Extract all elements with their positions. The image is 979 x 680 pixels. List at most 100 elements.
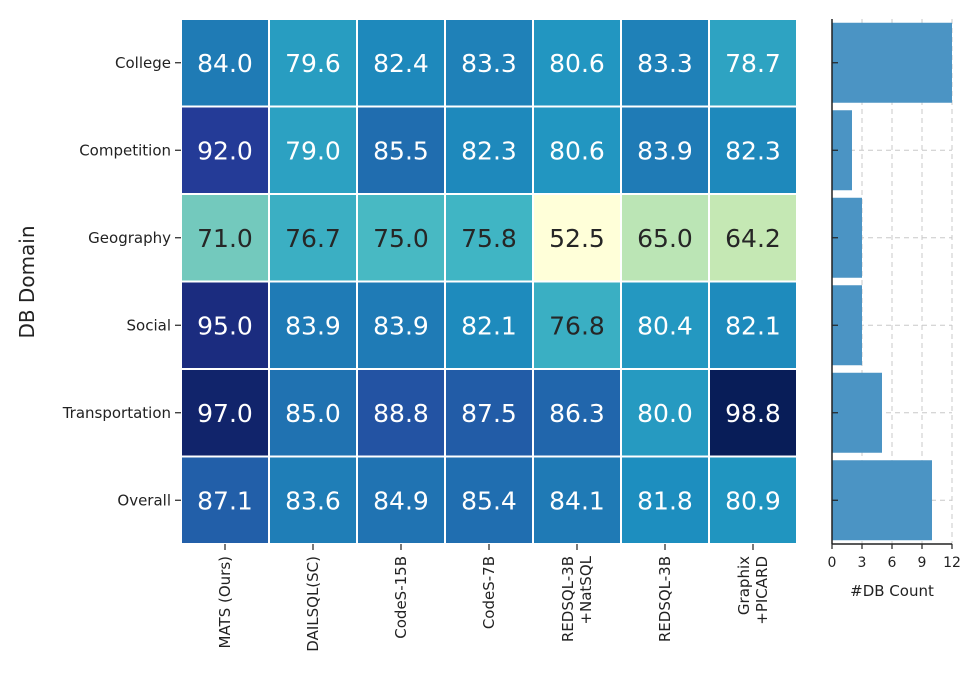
heatmap-cell xyxy=(180,280,270,370)
heatmap-cell-label: 83.9 xyxy=(373,311,429,340)
heatmap-cell-label: 78.7 xyxy=(725,49,781,78)
column-label-line: CodeS-15B xyxy=(392,556,410,639)
heatmap-cell-label: 75.8 xyxy=(461,224,517,253)
row-label: Competition xyxy=(79,141,171,159)
column-label-line: CodeS-7B xyxy=(480,556,498,629)
heatmap-cell-label: 81.8 xyxy=(637,486,693,515)
bar-x-tick-label: 12 xyxy=(943,555,961,571)
heatmap-cell xyxy=(708,455,798,545)
heatmap-cell xyxy=(444,455,534,545)
heatmap-cell-label: 79.0 xyxy=(285,136,341,165)
column-label-line: Graphix xyxy=(735,556,753,615)
bar xyxy=(832,110,852,191)
heatmap-cell-label: 98.8 xyxy=(725,399,781,428)
heatmap-cell-label: 84.0 xyxy=(197,49,253,78)
column-label: DAILSQL(SC) xyxy=(304,556,322,652)
heatmap-cell xyxy=(444,193,534,283)
heatmap-cell-label: 84.9 xyxy=(373,486,429,515)
row-label: Geography xyxy=(88,229,171,247)
bar-x-tick-label: 0 xyxy=(828,555,837,571)
heatmap-cell xyxy=(708,280,798,370)
heatmap-cell-label: 83.6 xyxy=(285,486,341,515)
bar xyxy=(832,460,932,541)
row-label: Overall xyxy=(117,491,171,509)
heatmap-cell-label: 80.6 xyxy=(549,136,605,165)
heatmap-chart: 84.0 79.6 82.4 83.3 80.6 83.3 78.7 92.0 79.0 85.5… xyxy=(15,18,798,652)
heatmap-cell-label: 82.1 xyxy=(725,311,781,340)
bar xyxy=(832,22,952,103)
heatmap-cell-label: 87.5 xyxy=(461,399,517,428)
column-label-line: +NatSQL xyxy=(577,555,595,624)
row-label: Transportation xyxy=(62,404,171,422)
heatmap-cell xyxy=(356,105,446,195)
column-label: REDSQL-3B xyxy=(656,556,674,642)
column-label: Graphix +PICARD xyxy=(735,556,771,625)
heatmap-cell xyxy=(532,193,622,283)
heatmap-cell xyxy=(708,105,798,195)
heatmap-cell-label: 71.0 xyxy=(197,224,253,253)
heatmap-cell-label: 76.7 xyxy=(285,224,341,253)
heatmap-cell-label: 82.3 xyxy=(461,136,517,165)
heatmap-cell xyxy=(532,455,622,545)
column-label-line: MATS (Ours) xyxy=(216,556,234,649)
heatmap-cell-label: 85.4 xyxy=(461,486,517,515)
heatmap-cell-label: 52.5 xyxy=(549,224,605,253)
heatmap-cell xyxy=(356,193,446,283)
heatmap-cell xyxy=(708,193,798,283)
heatmap-cell xyxy=(356,368,446,458)
bar-x-tick-label: 9 xyxy=(918,555,927,571)
heatmap-cell-label: 75.0 xyxy=(373,224,429,253)
bar-x-tick-label: 3 xyxy=(858,555,867,571)
bar-x-axis-title: #DB Count xyxy=(850,582,934,600)
column-label: CodeS-7B xyxy=(480,556,498,629)
heatmap-cell-label: 64.2 xyxy=(725,224,781,253)
heatmap-cell-label: 82.1 xyxy=(461,311,517,340)
bar xyxy=(832,372,882,453)
heatmap-cell xyxy=(180,455,270,545)
heatmap-cell-label: 92.0 xyxy=(197,136,253,165)
column-label-line: REDSQL-3B xyxy=(656,556,674,642)
y-axis-title: DB Domain xyxy=(15,225,39,338)
heatmap-cell xyxy=(268,280,358,370)
heatmap-cell-label: 82.4 xyxy=(373,49,429,78)
heatmap-cell-label: 80.9 xyxy=(725,486,781,515)
heatmap-cell-label: 88.8 xyxy=(373,399,429,428)
bar-x-tick-label: 6 xyxy=(888,555,897,571)
heatmap-cell-label: 65.0 xyxy=(637,224,693,253)
heatmap-cell-label: 76.8 xyxy=(549,311,605,340)
row-label: Social xyxy=(127,316,171,334)
heatmap-cell xyxy=(268,193,358,283)
heatmap-cell xyxy=(268,455,358,545)
column-label: REDSQL-3B +NatSQL xyxy=(559,555,595,642)
heatmap-cell-label: 83.3 xyxy=(461,49,517,78)
heatmap-cell-label: 83.9 xyxy=(637,136,693,165)
heatmap-cell xyxy=(180,368,270,458)
heatmap-cell xyxy=(620,18,710,108)
heatmap-cell-label: 85.5 xyxy=(373,136,429,165)
heatmap-cell-label: 82.3 xyxy=(725,136,781,165)
column-label: MATS (Ours) xyxy=(216,556,234,649)
heatmap-cell-label: 84.1 xyxy=(549,486,605,515)
column-label-line: +PICARD xyxy=(753,556,771,625)
heatmap-cell xyxy=(268,18,358,108)
heatmap-cell-label: 83.3 xyxy=(637,49,693,78)
heatmap-cell-label: 87.1 xyxy=(197,486,253,515)
heatmap-cell-label: 80.6 xyxy=(549,49,605,78)
heatmap-cell xyxy=(180,18,270,108)
heatmap-cell-label: 80.4 xyxy=(637,311,693,340)
heatmap-cell-label: 83.9 xyxy=(285,311,341,340)
heatmap-cell-label: 97.0 xyxy=(197,399,253,428)
column-label-line: DAILSQL(SC) xyxy=(304,556,322,652)
heatmap-cell-label: 85.0 xyxy=(285,399,341,428)
heatmap-cell xyxy=(620,193,710,283)
heatmap-cell-label: 86.3 xyxy=(549,399,605,428)
heatmap-cell-label: 95.0 xyxy=(197,311,253,340)
heatmap-cell xyxy=(620,280,710,370)
heatmap-cell-label: 79.6 xyxy=(285,49,341,78)
column-label-line: REDSQL-3B xyxy=(559,556,577,642)
heatmap-cell-label: 80.0 xyxy=(637,399,693,428)
db-count-bar-chart: 0 3 6 9 12 #DB Count xyxy=(828,19,961,600)
row-label: College xyxy=(115,54,171,72)
